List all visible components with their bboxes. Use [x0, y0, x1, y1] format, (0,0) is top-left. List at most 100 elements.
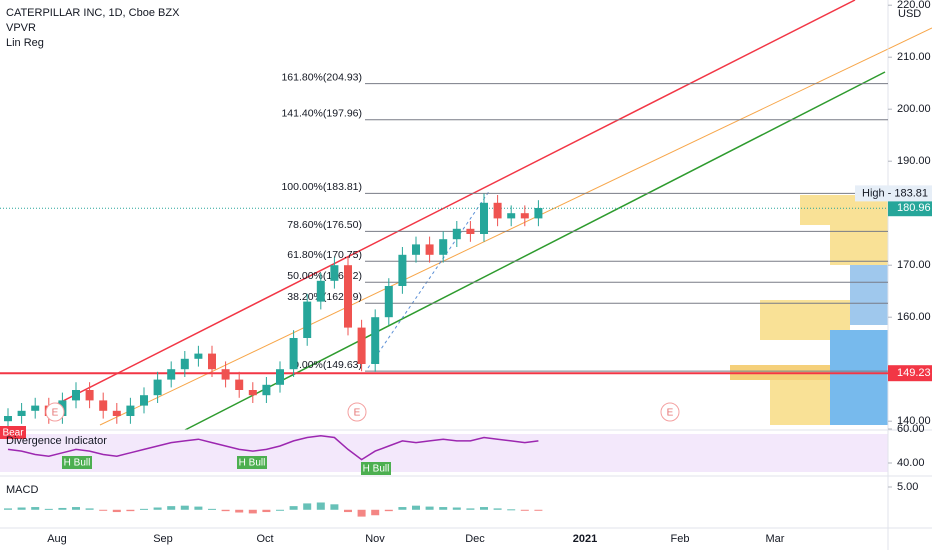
macd-bar — [167, 506, 176, 510]
macd-bar — [99, 509, 108, 511]
macd-bar — [4, 508, 12, 510]
macd-bar — [439, 507, 448, 510]
regression-upper — [54, 0, 856, 406]
macd-bar — [17, 507, 26, 510]
x-tick-label: Feb — [671, 533, 690, 545]
candle-body — [235, 379, 244, 390]
vp-bar — [850, 265, 888, 325]
macd-bar — [384, 509, 393, 512]
candle-body — [452, 228, 461, 240]
macd-bar — [357, 509, 366, 517]
high-label: High - 183.81 — [862, 187, 928, 199]
fib-label: 141.40%(197.96) — [281, 108, 362, 120]
earnings-marker — [347, 402, 367, 422]
y-tick-label: 220.00 — [897, 0, 931, 11]
signal-tag — [0, 426, 26, 439]
y-tick-label: 170.00 — [897, 259, 931, 271]
candle-body — [17, 410, 26, 416]
macd-bar — [520, 509, 529, 511]
candle-body — [72, 390, 80, 401]
candle-body — [208, 353, 216, 370]
candle-body — [439, 239, 448, 255]
earnings-label: E — [667, 408, 674, 419]
macd-bar — [412, 505, 420, 510]
macd-bar — [452, 507, 461, 510]
x-tick-label: Nov — [365, 533, 385, 545]
candle-body — [466, 228, 475, 234]
macd-bar — [31, 507, 40, 510]
macd-bar — [180, 505, 189, 510]
candle-body — [357, 327, 366, 364]
macd-tick-label: 5.00 — [897, 481, 918, 493]
signal-tag — [361, 462, 391, 475]
macd-bar — [58, 507, 67, 510]
macd-bar — [371, 509, 380, 516]
y-tick-label: 190.00 — [897, 155, 931, 167]
macd-bar — [398, 507, 407, 510]
x-tick-label: Oct — [256, 533, 273, 545]
macd-bar — [425, 506, 434, 510]
fib-label: 78.60%(176.50) — [287, 219, 362, 231]
macd-bar — [112, 509, 121, 513]
signal-tag — [237, 456, 267, 469]
candle-body — [248, 390, 257, 396]
macd-bar — [493, 508, 502, 510]
macd-bar — [140, 508, 148, 510]
candle-body — [289, 338, 298, 370]
candle-body — [520, 213, 529, 219]
vp-bar — [830, 330, 888, 370]
macd-bar — [85, 508, 94, 510]
candle-body — [303, 301, 312, 338]
candle-body — [4, 416, 12, 422]
x-tick-label: Aug — [47, 533, 67, 545]
x-tick-label: 2021 — [573, 533, 597, 545]
rsi-tick-label: 60.00 — [897, 423, 925, 435]
candle-body — [384, 286, 393, 318]
high-tag — [855, 185, 932, 202]
last-price-tag — [888, 200, 932, 217]
candle-body — [534, 208, 543, 219]
fib-label: 0.00%(149.63) — [293, 359, 362, 371]
macd-bar — [262, 509, 271, 513]
candle-body — [493, 202, 502, 219]
macd-bar — [276, 509, 284, 511]
indicator-label: VPVR — [6, 22, 36, 34]
divergence-band — [0, 434, 888, 472]
macd-bar — [480, 507, 488, 510]
macd-bar — [221, 509, 230, 512]
candle-body — [126, 405, 135, 416]
fib-label: 50.00%(166.72) — [287, 270, 362, 282]
chart-title: CATERPILLAR INC, 1D, Cboe BZX — [6, 7, 180, 19]
level-label: 149.23 — [897, 367, 931, 379]
earnings-label: E — [354, 408, 361, 419]
signal-label: H Bull — [64, 458, 91, 469]
last-price-label: 180.96 — [897, 202, 931, 214]
x-tick-label: Dec — [465, 533, 485, 545]
macd-bar — [316, 502, 325, 510]
macd-bar — [289, 506, 298, 510]
candle-body — [140, 395, 148, 406]
macd-bar — [466, 508, 475, 510]
candle-body — [398, 254, 407, 286]
candle-body — [221, 369, 230, 380]
macd-bar — [72, 507, 80, 510]
candle-body — [412, 244, 420, 255]
currency: USD — [898, 8, 921, 20]
signal-label: H Bull — [239, 458, 266, 469]
candle-body — [330, 265, 339, 281]
candle-body — [262, 384, 271, 396]
candle-body — [153, 379, 162, 396]
vp-bar — [770, 380, 830, 425]
fib-label: 161.80%(204.93) — [281, 71, 362, 83]
regression-mid — [99, 27, 932, 426]
level-tag — [888, 365, 932, 382]
y-tick-label: 140.00 — [897, 415, 931, 427]
macd-bar — [303, 503, 312, 510]
earnings-label: E — [52, 408, 59, 419]
y-tick-label: 210.00 — [897, 51, 931, 63]
x-tick-label: Mar — [766, 533, 785, 545]
fib-label: 61.80%(170.75) — [287, 249, 362, 261]
signal-label: Bear — [2, 428, 24, 439]
candle-body — [112, 410, 121, 416]
macd-bar — [507, 509, 516, 511]
